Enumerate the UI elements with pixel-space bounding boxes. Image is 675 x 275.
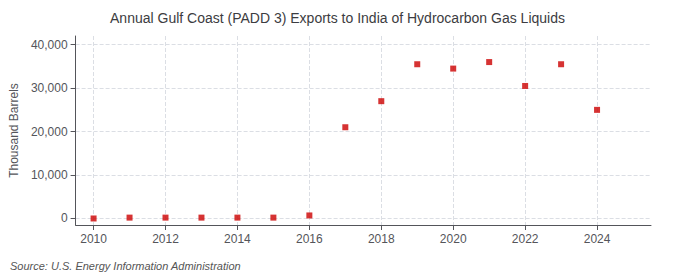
svg-text:2014: 2014 (224, 232, 251, 246)
svg-text:0: 0 (61, 211, 68, 225)
svg-text:Source: U.S. Energy Informatio: Source: U.S. Energy Information Administ… (10, 260, 241, 272)
svg-text:Thousand Barrels: Thousand Barrels (7, 83, 21, 178)
svg-text:2016: 2016 (296, 232, 323, 246)
svg-text:30,000: 30,000 (31, 81, 68, 95)
svg-text:2020: 2020 (440, 232, 467, 246)
svg-text:40,000: 40,000 (31, 38, 68, 52)
svg-text:2012: 2012 (152, 232, 179, 246)
svg-text:10,000: 10,000 (31, 168, 68, 182)
svg-text:2024: 2024 (584, 232, 611, 246)
svg-text:2018: 2018 (368, 232, 395, 246)
svg-text:20,000: 20,000 (31, 125, 68, 139)
svg-text:2010: 2010 (80, 232, 107, 246)
svg-text:Annual Gulf Coast (PADD 3) Exp: Annual Gulf Coast (PADD 3) Exports to In… (110, 10, 565, 26)
svg-text:2022: 2022 (512, 232, 539, 246)
